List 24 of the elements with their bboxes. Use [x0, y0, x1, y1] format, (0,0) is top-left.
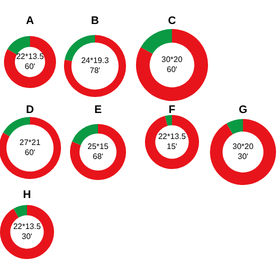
text: 25*15: [86, 142, 110, 152]
text: 24*19.3: [80, 56, 110, 66]
text: 78': [88, 66, 102, 76]
text: 22*13.5: [15, 52, 45, 62]
text: 68': [92, 152, 104, 162]
text: 22*13.5: [157, 132, 187, 142]
text: 22*13.5: [12, 222, 42, 232]
text: 30': [20, 232, 34, 242]
chart-title: F: [168, 103, 176, 117]
text: 30': [236, 152, 250, 162]
chart-title: A: [25, 14, 35, 28]
text: 60': [166, 65, 178, 75]
chart-title: B: [90, 14, 100, 28]
chart-title: E: [93, 103, 103, 117]
chart-title: C: [167, 14, 177, 28]
text: 15': [166, 142, 178, 152]
text: 30*20: [232, 142, 254, 152]
text: 60': [24, 62, 36, 72]
chart-title: H: [22, 188, 32, 202]
chart-title: G: [238, 103, 248, 117]
text: 60': [24, 148, 36, 158]
text: 30*20: [160, 55, 184, 65]
chart-title: D: [25, 103, 35, 117]
text: 27*21: [18, 138, 42, 148]
